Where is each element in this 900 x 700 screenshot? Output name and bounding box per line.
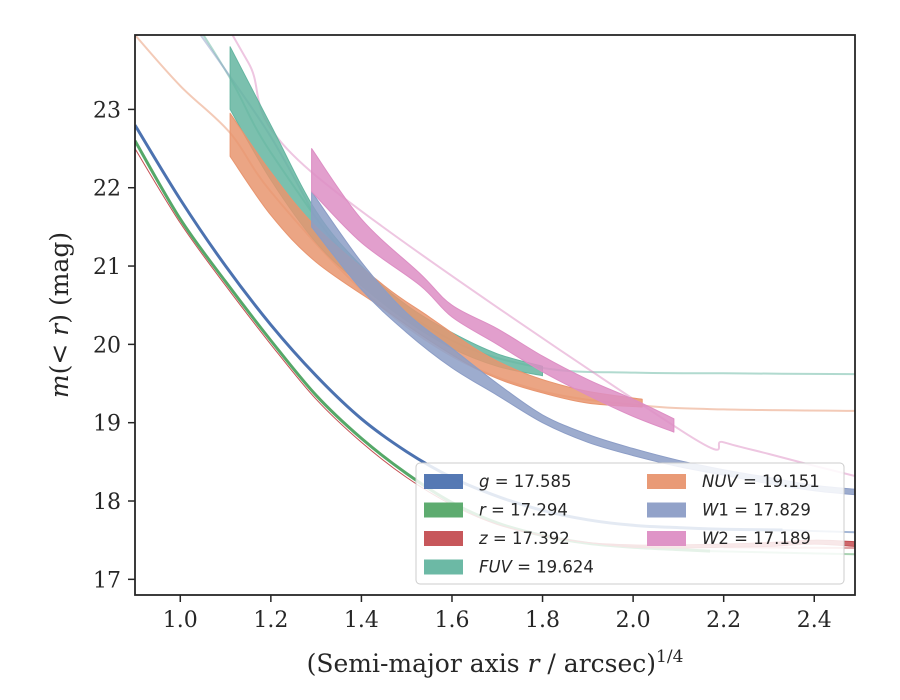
legend-label-fuv: FUV = 19.624 (479, 558, 594, 577)
legend-label-w1: W1 = 17.829 (702, 501, 811, 520)
y-tick-label: 23 (93, 98, 121, 123)
y-tick-label: 22 (93, 177, 121, 202)
x-tick-label: 1.4 (344, 608, 379, 633)
legend-swatch-nuv (647, 474, 686, 489)
band-w1 (311, 191, 855, 496)
x-tick-label: 2.0 (616, 608, 651, 633)
y-tick-label: 17 (93, 568, 121, 593)
x-axis-title: (Semi-major axis r / arcsec)1/4 (307, 647, 684, 678)
legend-swatch-z (424, 531, 463, 546)
x-tick-label: 2.2 (706, 608, 741, 633)
band-w2 (311, 148, 675, 433)
y-axis: 17 18 19 20 21 22 23 (93, 98, 135, 593)
x-axis: 1.0 1.2 1.4 1.6 1.8 2.0 2.2 2.4 (163, 595, 832, 633)
legend-label-g: g = 17.585 (479, 472, 572, 491)
legend-frame (415, 462, 845, 585)
legend-swatch-r (424, 502, 463, 518)
legend-swatch-w1 (647, 502, 686, 518)
legend-label-w2: W2 = 17.189 (702, 529, 811, 548)
legend-label-nuv: NUV = 19.151 (702, 472, 820, 491)
y-tick-label: 20 (93, 333, 121, 358)
band-z (135, 148, 855, 549)
y-tick-label: 21 (93, 255, 121, 280)
legend-label-z: z = 17.392 (478, 529, 570, 548)
model-curve-w2 (231, 35, 855, 477)
legend-swatch-fuv (424, 559, 463, 575)
x-tick-label: 1.0 (163, 608, 198, 633)
x-tick-label: 1.6 (434, 608, 469, 633)
x-tick-label: 1.2 (253, 608, 288, 633)
y-tick-label: 19 (93, 412, 121, 437)
y-tick-label: 18 (93, 490, 121, 515)
legend-swatch-w2 (647, 531, 686, 546)
legend-swatch-g (424, 474, 463, 489)
plot-frame (134, 34, 856, 596)
legend: g = 17.585 r = 17.294 z = 17.392 FUV = 19.6… (415, 462, 845, 585)
y-axis-title: m(< r) (mag) (45, 232, 74, 398)
legend-label-r: r = 17.294 (479, 501, 568, 520)
x-tick-label: 2.4 (797, 608, 832, 633)
x-tick-label: 1.8 (525, 608, 560, 633)
